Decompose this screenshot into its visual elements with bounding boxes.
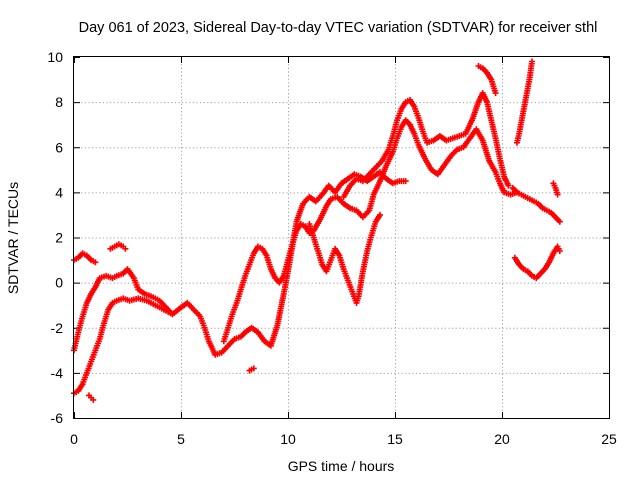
grid	[74, 57, 609, 418]
y-tick-label: 2	[55, 230, 63, 246]
y-axis-label: SDTVAR / TECUs	[5, 182, 21, 294]
y-tick-label: -2	[51, 320, 64, 336]
data-point	[554, 191, 561, 198]
y-tick-label: -6	[51, 410, 64, 426]
y-tick-label: 4	[55, 184, 63, 200]
x-tick-label: 10	[280, 431, 296, 447]
data-point	[90, 396, 97, 403]
data-point	[402, 178, 409, 185]
x-tick-label: 25	[601, 431, 617, 447]
chart-title: Day 061 of 2023, Sidereal Day-to-day VTE…	[79, 20, 598, 36]
x-tick-label: 15	[387, 431, 403, 447]
data-point	[529, 58, 535, 65]
x-axis-label: GPS time / hours	[288, 458, 395, 474]
y-tick-label: 8	[55, 94, 63, 110]
data-point	[492, 90, 499, 97]
data-point	[169, 311, 176, 318]
x-tick-label: 0	[70, 431, 78, 447]
y-tick-label: 10	[47, 49, 63, 65]
data-point	[122, 245, 129, 252]
x-tick-label: 20	[494, 431, 510, 447]
y-tick-labels: -6 -4 -2 0 2 4 6 8 10	[47, 49, 63, 426]
x-tick-label: 5	[177, 431, 185, 447]
data-point	[377, 211, 383, 218]
data-point	[92, 259, 99, 266]
plot-frame	[73, 56, 610, 419]
data-point	[250, 365, 257, 372]
data-points	[71, 58, 563, 403]
data-point	[505, 182, 512, 189]
y-tick-label: 6	[55, 139, 63, 155]
x-tick-labels: 0 5 10 15 20 25	[70, 431, 617, 447]
y-tick-label: 0	[55, 275, 63, 291]
y-tick-label: -4	[51, 365, 64, 381]
data-point	[556, 248, 563, 254]
data-point	[556, 218, 563, 225]
